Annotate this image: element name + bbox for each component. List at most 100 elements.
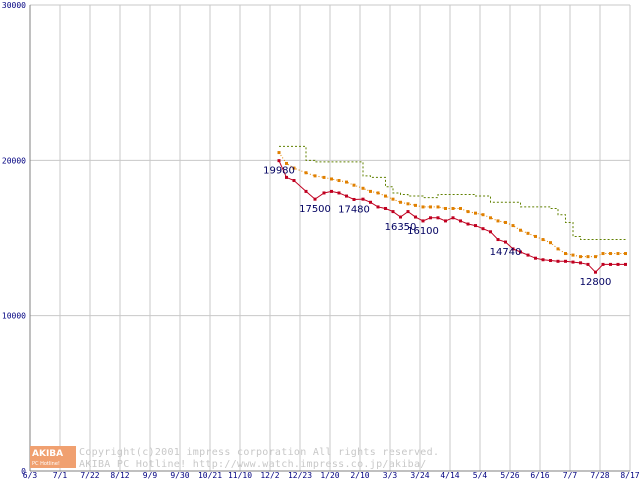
series-2-point [459, 206, 462, 210]
logo-top-text: AKIBA [32, 449, 63, 459]
series-1-point [474, 224, 477, 228]
logo-bottom-text: PC Hotline! [32, 461, 60, 467]
series-2-point [481, 213, 485, 217]
series-1-point [429, 216, 432, 220]
series-2-point [511, 224, 515, 228]
url-line: AKIBA PC Hotline! http://www.watch.impre… [79, 459, 427, 470]
series-2-point [391, 197, 395, 201]
series-2-point [436, 205, 440, 209]
x-tick-label: 3/24 [410, 471, 429, 480]
series-1-point [376, 205, 380, 209]
series-2-point [361, 186, 365, 190]
series-1-point [444, 219, 447, 223]
series-2-point [304, 171, 308, 175]
x-tick-label: 7/22 [80, 471, 99, 480]
series-1-point [322, 191, 326, 195]
series-2-point [384, 194, 387, 198]
series-2-point [345, 180, 348, 184]
series-2-point [586, 255, 590, 259]
series-2-point [451, 206, 455, 210]
series-2-point [292, 166, 296, 170]
series-1-point [511, 247, 515, 251]
series-1-point [391, 210, 395, 214]
series-1-point [285, 175, 288, 179]
akiba-logo: AKIBA PC Hotline! [30, 446, 76, 468]
data-label: 14740 [490, 247, 522, 258]
series-1-point [534, 256, 537, 260]
series-1-point [406, 210, 410, 214]
series-1-point [496, 238, 500, 242]
series-2-point [313, 174, 317, 178]
series-line-3 [279, 145, 626, 241]
data-label: 17480 [338, 204, 370, 215]
x-tick-label: 5/26 [500, 471, 519, 480]
grid-lines [29, 4, 631, 472]
series-2-point [594, 255, 597, 259]
data-label: 16350 [385, 222, 417, 233]
series-1-point [451, 216, 455, 220]
series-2-point [601, 252, 605, 256]
x-tick-label: 10/21 [198, 471, 222, 480]
series-line-1 [278, 160, 626, 273]
series-1-point [313, 197, 317, 201]
x-tick-label: 7/28 [590, 471, 609, 480]
series-2-point [466, 210, 470, 214]
series-1-point [330, 189, 333, 193]
series-1-point [352, 197, 356, 201]
series-2-point [616, 252, 620, 256]
x-tick-label: 7/1 [53, 471, 68, 480]
series-2-point [564, 252, 567, 256]
series-1-point [369, 200, 372, 204]
series-2-point [549, 241, 552, 245]
series-1-point [526, 253, 530, 257]
x-tick-label: 11/10 [228, 471, 252, 480]
series-1-point [421, 219, 425, 223]
series-2-point [504, 220, 507, 224]
series-2-point [519, 228, 522, 232]
y-tick-label: 0 [21, 467, 26, 476]
series-1-point [459, 219, 462, 223]
series-1-point [504, 240, 507, 244]
series-1-point [601, 262, 605, 266]
x-axis-ticks: 6/3 7/1 7/22 8/12 9/9 9/30 10/21 11/10 12/2 12/23… [23, 471, 640, 480]
series-2-point [541, 238, 545, 242]
series-1-point [337, 191, 341, 195]
series-1-point [414, 215, 417, 219]
series-1-point [571, 260, 575, 264]
series-1-point [489, 230, 492, 234]
series-1-point [345, 194, 348, 198]
series-group [277, 145, 627, 274]
x-tick-label: 9/30 [170, 471, 189, 480]
series-1-point [541, 258, 545, 262]
series-1-point [586, 262, 590, 266]
x-tick-label: 6/16 [530, 471, 549, 480]
series-2-point [444, 206, 447, 210]
series-1-point [361, 197, 365, 201]
series-2-point [330, 177, 333, 181]
series-2-point [579, 255, 582, 259]
data-label: 12800 [580, 277, 612, 288]
series-2-point [369, 189, 372, 193]
series-2-point [285, 161, 288, 165]
series-2-point [489, 216, 492, 220]
series-2-point [337, 179, 341, 183]
series-2-point [406, 202, 410, 206]
series-2-point [496, 219, 500, 223]
series-2-point [609, 252, 612, 256]
series-1-point [277, 159, 281, 163]
x-tick-label: 4/14 [440, 471, 459, 480]
series-1-point [292, 179, 296, 183]
series-2-point [421, 205, 425, 209]
data-label: 19980 [263, 166, 295, 177]
series-2-point [399, 200, 402, 204]
series-2-point [526, 231, 530, 235]
series-2-point [624, 252, 627, 256]
copyright-watermark: AKIBA PC Hotline! Copyright(c)2001 impre… [30, 446, 439, 470]
series-line-2 [278, 152, 626, 258]
series-1-point [549, 259, 552, 263]
series-1-point [609, 262, 612, 266]
series-1-point [564, 259, 567, 263]
series-1-point [624, 262, 627, 266]
